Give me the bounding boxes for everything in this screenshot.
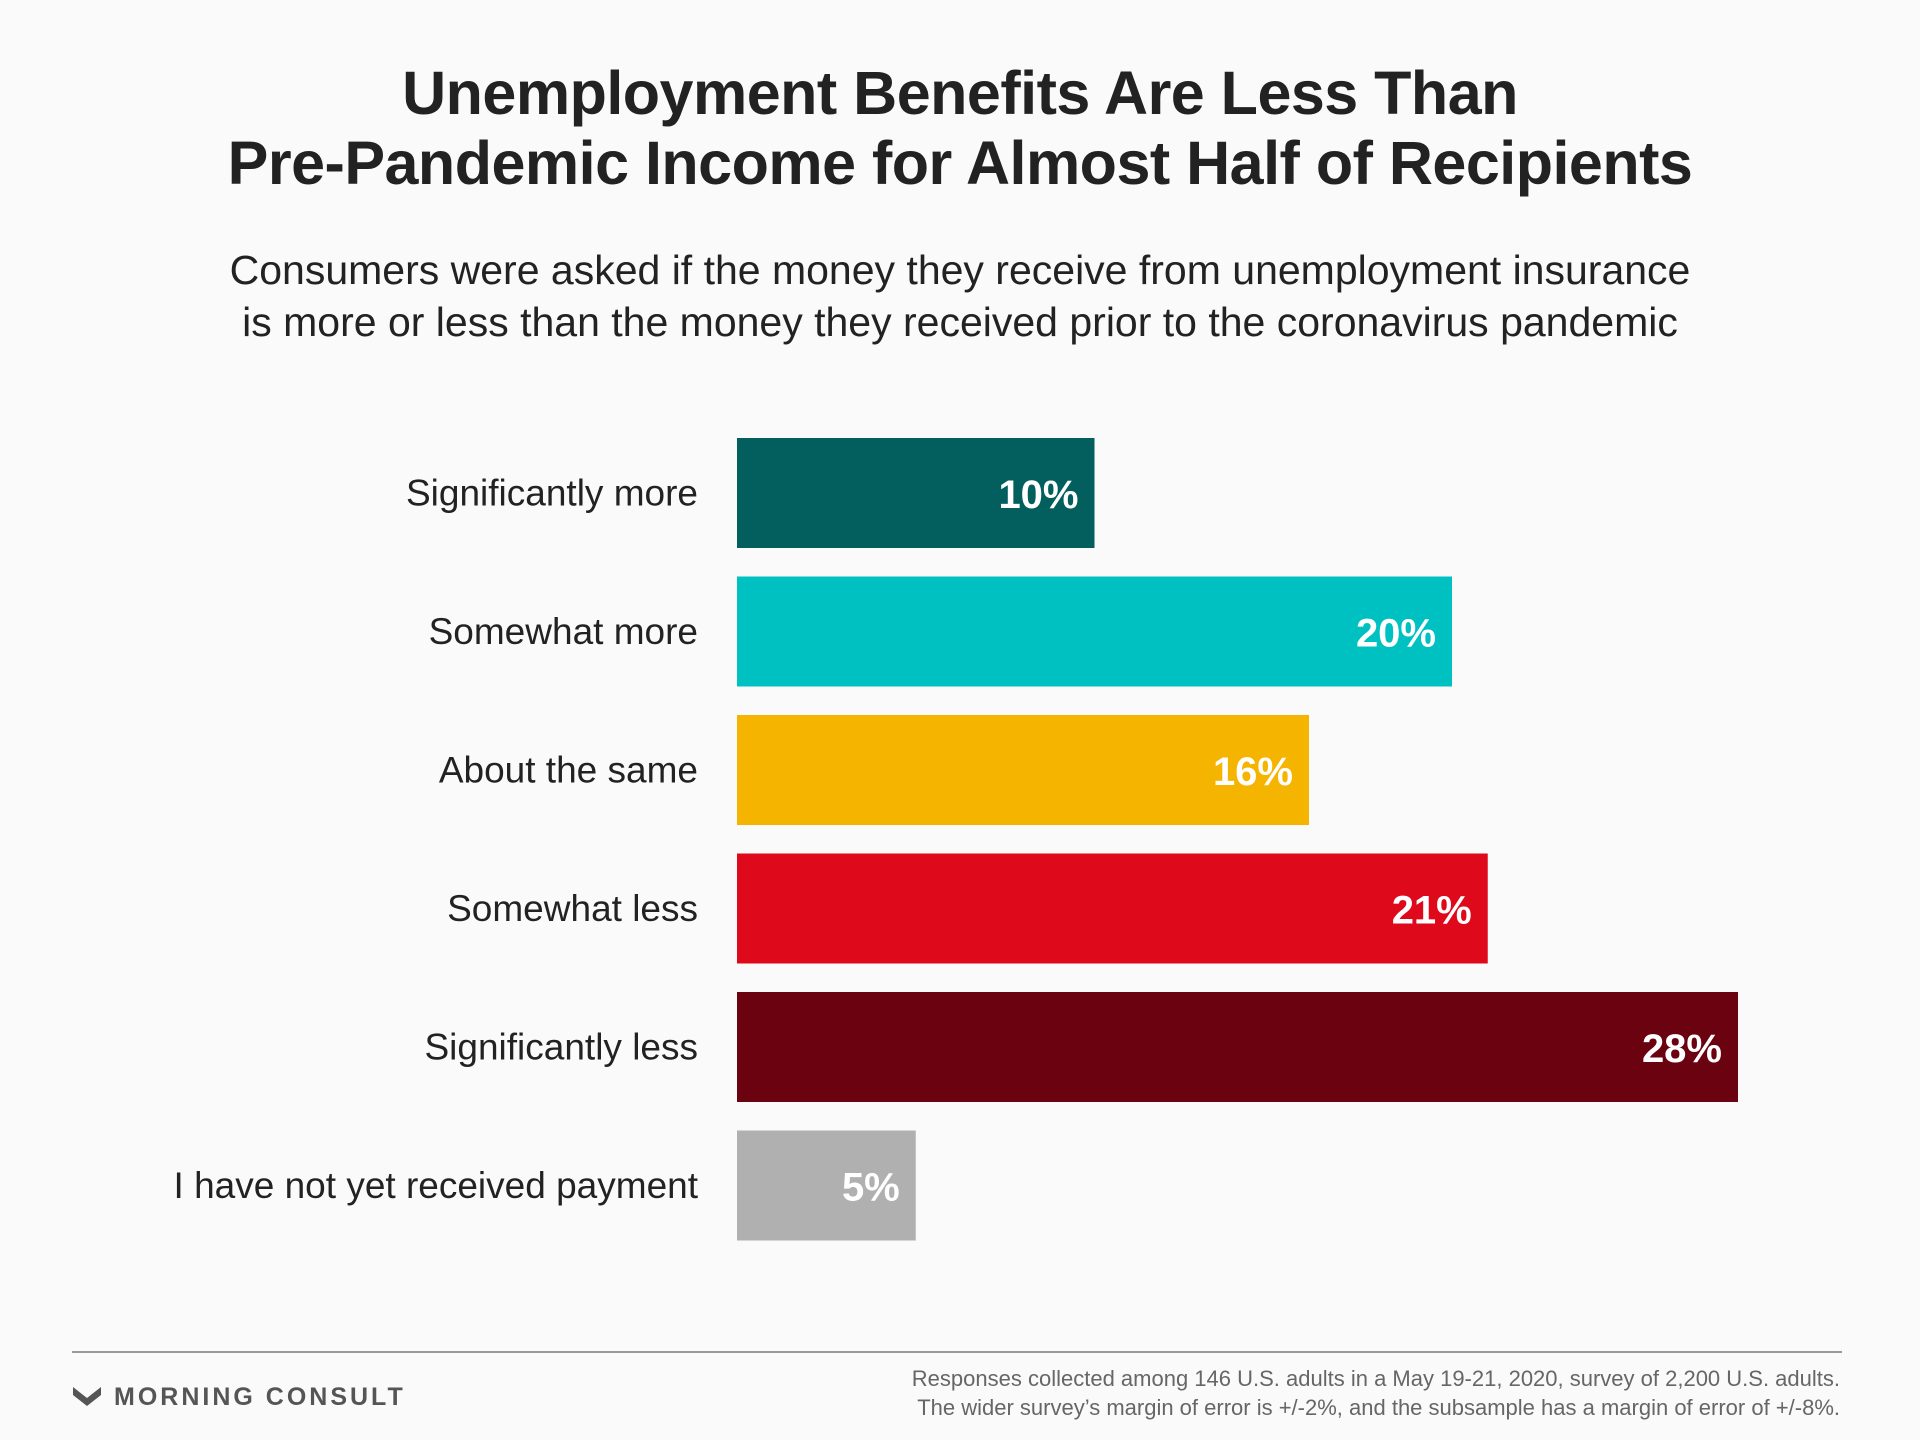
- brand-logo: MORNING CONSULT: [72, 1380, 406, 1414]
- chart-title-line-2: Pre-Pandemic Income for Almost Half of R…: [227, 129, 1693, 197]
- bar-4: [737, 992, 1738, 1102]
- chart-subtitle: Consumers were asked if the money they r…: [0, 244, 1920, 348]
- footer-divider: [72, 1351, 1842, 1353]
- category-label-3: Somewhat less: [447, 888, 698, 929]
- category-label-0: Significantly more: [406, 473, 698, 514]
- value-label-0: 10%: [998, 473, 1078, 517]
- chart-title-line-1: Unemployment Benefits Are Less Than: [402, 59, 1518, 127]
- bar-3: [737, 853, 1488, 964]
- bar-5: [737, 1130, 916, 1241]
- chart-subtitle-line-1: Consumers were asked if the money they r…: [229, 247, 1691, 293]
- value-label-5: 5%: [842, 1166, 900, 1210]
- footnote-line-2: The wider survey’s margin of error is +/…: [917, 1395, 1840, 1420]
- morning-consult-chevron-icon: [73, 1387, 101, 1406]
- bar-1: [737, 576, 1452, 687]
- value-label-2: 16%: [1213, 750, 1293, 794]
- bars-layer: Significantly more 10% Somewhat more 20% Abo…: [174, 438, 1738, 1241]
- value-label-1: 20%: [1356, 612, 1436, 656]
- brand-name: MORNING CONSULT: [114, 1382, 406, 1411]
- chart-title: Unemployment Benefits Are Less Than Pre-…: [0, 58, 1920, 198]
- bar-0: [737, 438, 1095, 548]
- category-label-4: Significantly less: [424, 1027, 698, 1068]
- bar-2: [737, 715, 1309, 825]
- value-label-3: 21%: [1392, 889, 1472, 933]
- value-label-4: 28%: [1642, 1027, 1722, 1071]
- chart-subtitle-line-2: is more or less than the money they rece…: [242, 299, 1678, 345]
- category-label-5: I have not yet received payment: [174, 1165, 699, 1206]
- category-label-2: About the same: [439, 750, 698, 791]
- category-label-1: Somewhat more: [429, 611, 698, 652]
- source-footnote: Responses collected among 146 U.S. adult…: [912, 1364, 1840, 1422]
- footnote-line-1: Responses collected among 146 U.S. adult…: [911, 1366, 1840, 1391]
